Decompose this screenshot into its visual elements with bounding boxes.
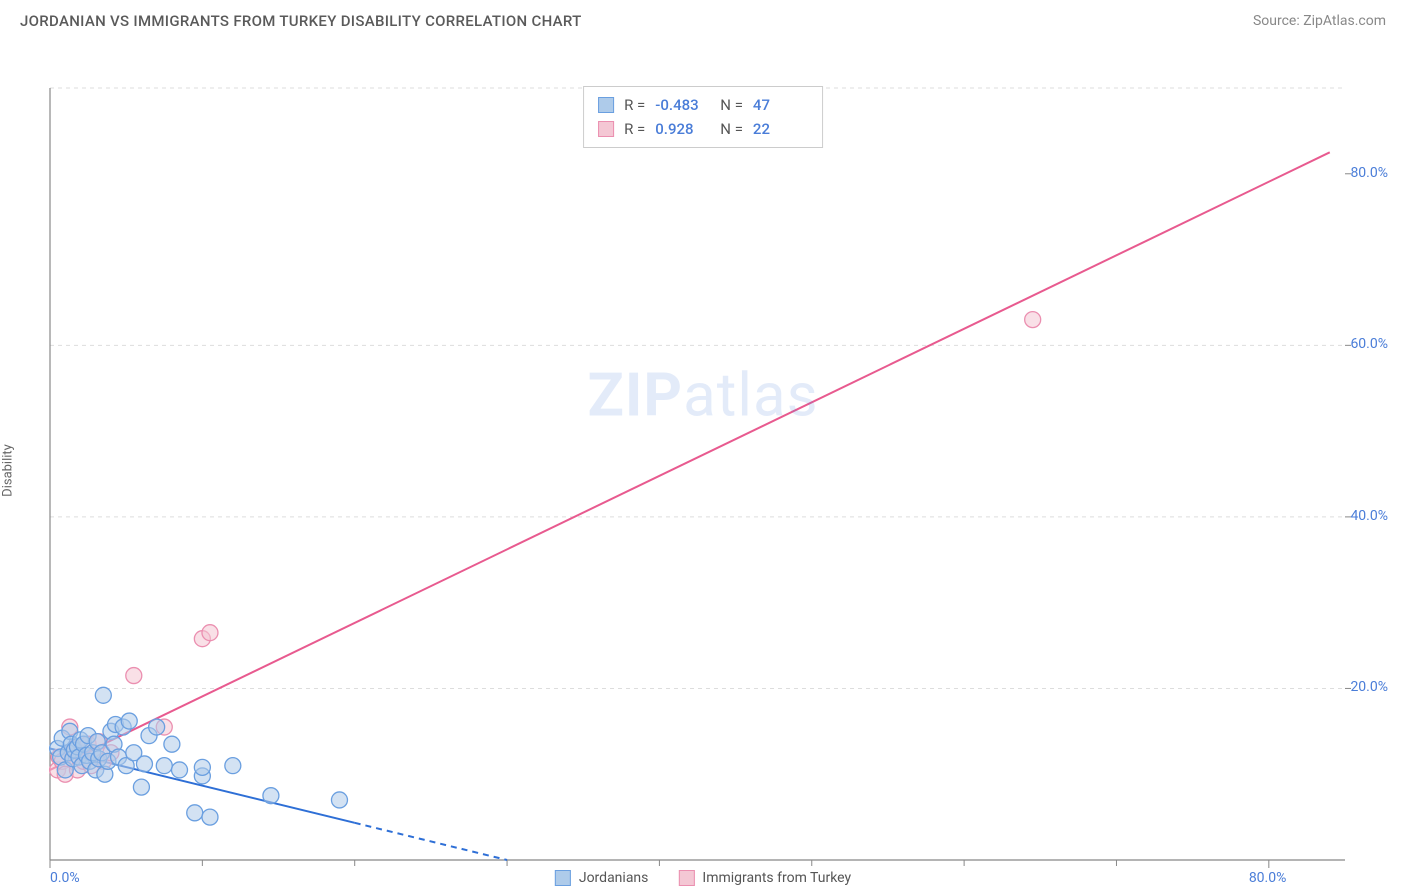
stats-legend-row: R =-0.483N =47 — [598, 93, 808, 117]
stats-legend-row: R =0.928N =22 — [598, 117, 808, 141]
chart-title: JORDANIAN VS IMMIGRANTS FROM TURKEY DISA… — [20, 12, 582, 30]
legend-swatch — [598, 121, 614, 137]
scatter-plot-svg — [0, 38, 1406, 888]
legend-swatch — [598, 97, 614, 113]
y-axis-label: Disability — [1, 444, 16, 497]
legend-item: Jordanians — [555, 870, 649, 886]
x-tick-label: 0.0% — [50, 870, 80, 886]
correlation-legend: R =-0.483N =47R =0.928N =22 — [583, 86, 823, 148]
legend-swatch — [678, 870, 694, 886]
y-tick-label: 20.0% — [1350, 679, 1388, 695]
y-tick-label: 80.0% — [1350, 165, 1388, 181]
chart-area: Disability ZIPatlas R =-0.483N =47R =0.9… — [0, 38, 1406, 888]
x-tick-label: 80.0% — [1249, 870, 1287, 886]
series-legend: Jordanians Immigrants from Turkey — [555, 870, 851, 886]
legend-swatch — [555, 870, 571, 886]
legend-label: Jordanians — [579, 870, 649, 886]
y-tick-label: 60.0% — [1350, 336, 1388, 352]
chart-source: Source: ZipAtlas.com — [1253, 13, 1386, 29]
legend-label: Immigrants from Turkey — [702, 870, 851, 886]
legend-item: Immigrants from Turkey — [678, 870, 851, 886]
y-tick-label: 40.0% — [1350, 508, 1388, 524]
chart-header: JORDANIAN VS IMMIGRANTS FROM TURKEY DISA… — [0, 0, 1406, 38]
